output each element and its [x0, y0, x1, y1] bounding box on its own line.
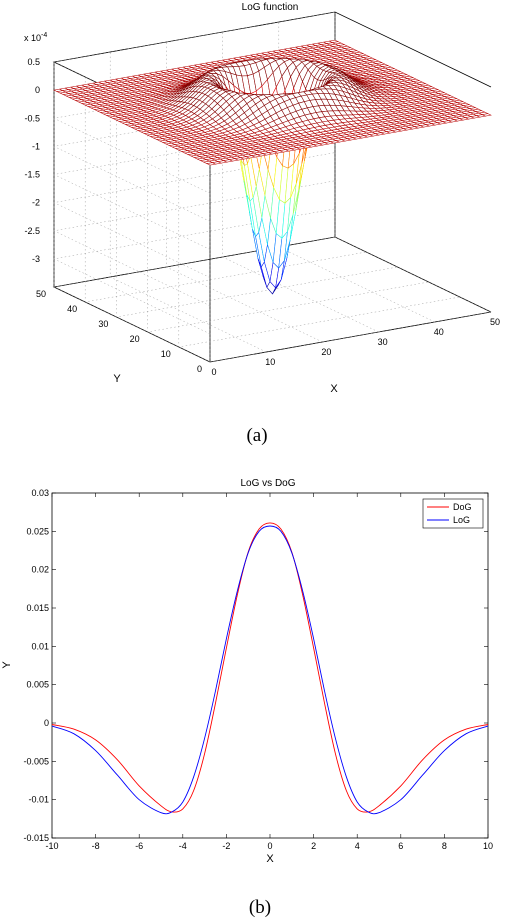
- x-axis-ticks: 0 10 20 30 40 50: [211, 317, 500, 377]
- z-gridline: [53, 208, 336, 335]
- surface-plot-panel: LoG function 0.5 0 -0.5 -1 -1.5 -2 -2.5 -3 0 10 2…: [24, 2, 500, 446]
- y-gridline: [53, 62, 336, 288]
- line-x-axis-ticks: -10 -8 -6 -4 -2 0 2 4 6 8 10: [45, 493, 493, 851]
- y-tick-label: 0.02: [31, 565, 49, 575]
- x-tick-label: -2: [222, 841, 230, 851]
- x-tick-label: 2: [311, 841, 316, 851]
- series-line-dog: [51, 522, 489, 813]
- y-gridline: [84, 77, 367, 303]
- x-tick-label: 0: [267, 841, 272, 851]
- y-gridline: [147, 107, 429, 333]
- line-x-axis-label: X: [266, 853, 274, 865]
- y-tick-label: 40: [67, 304, 77, 314]
- x-tick-label: 6: [398, 841, 403, 851]
- z-tick-label: 0: [35, 85, 40, 95]
- y-gridline: [116, 92, 398, 318]
- x-tick-label: -4: [179, 841, 187, 851]
- box-floor-back-edges: [52, 236, 492, 363]
- y-tick-label: 0: [197, 364, 202, 374]
- z-exponent-base: x 10: [24, 33, 41, 43]
- legend-label-dog: DoG: [453, 502, 472, 512]
- z-tick-label: 0.5: [27, 57, 40, 67]
- legend-box: [422, 498, 484, 529]
- line-plot-title: LoG vs DoG: [240, 478, 295, 489]
- surface-mesh: [53, 39, 492, 295]
- x-tick-label: 40: [434, 327, 444, 337]
- x-tick-label: -10: [45, 841, 58, 851]
- x-tick-label: 30: [378, 337, 388, 347]
- surface-x-axis-label: X: [330, 383, 338, 395]
- series-line-log: [51, 525, 489, 815]
- x-tick-label: 4: [355, 841, 360, 851]
- box-floor-front-edge: [209, 311, 492, 363]
- line-series-group: [51, 522, 489, 815]
- x-tick-label: 10: [483, 841, 493, 851]
- y-tick-label: -0.015: [23, 833, 49, 843]
- y-tick-label: 0.005: [26, 680, 49, 690]
- z-tick-label: -2: [32, 198, 40, 208]
- y-tick-label: -0.005: [23, 756, 49, 766]
- x-gridline: [166, 42, 323, 343]
- legend: DoG LoG: [422, 498, 484, 529]
- x-gridline: [109, 52, 267, 353]
- z-exponent-label: x 10-4: [24, 32, 47, 43]
- y-tick-label: 0.03: [31, 488, 49, 498]
- surface-mesh-cell: [481, 113, 492, 117]
- caption-b: (b): [249, 897, 271, 918]
- x-tick-label: 50: [490, 317, 500, 327]
- line-y-axis-label: Y: [1, 661, 13, 669]
- x-tick-label: 0: [211, 367, 216, 377]
- z-tick-label: -2.5: [24, 226, 40, 236]
- line-y-axis-ticks: 0.03 0.025 0.02 0.015 0.01 0.005 0 -0.005 -0.01 -…: [23, 488, 488, 843]
- y-gridline: [209, 137, 492, 363]
- surface-plot-title: LoG function: [242, 2, 299, 13]
- y-tick-label: 0: [44, 718, 49, 728]
- x-gridline: [334, 12, 492, 313]
- y-gridline: [178, 122, 460, 348]
- y-axis-ticks: 0 10 20 30 40 50: [36, 289, 202, 374]
- z-tick-label: -1: [32, 141, 40, 151]
- y-tick-label: 10: [161, 349, 171, 359]
- z-tick-label: -3: [32, 254, 40, 264]
- x-tick-label: -8: [92, 841, 100, 851]
- z-axis-ticks: 0.5 0 -0.5 -1 -1.5 -2 -2.5 -3: [24, 57, 40, 264]
- line-plot-panel: LoG vs DoG -10 -8 -6 -4 -2 0 2 4 6 8 10 0.030.0250…: [1, 478, 493, 918]
- y-tick-label: 30: [98, 319, 108, 329]
- x-tick-label: 10: [265, 357, 275, 367]
- x-tick-label: 8: [442, 841, 447, 851]
- surface-y-axis-label: Y: [113, 373, 121, 385]
- y-tick-label: 50: [36, 289, 46, 299]
- y-tick-label: -0.01: [28, 795, 49, 805]
- y-tick-label: 0.025: [26, 526, 49, 536]
- y-tick-label: 0.015: [26, 603, 49, 613]
- y-tick-label: 0.01: [31, 641, 49, 651]
- z-exponent-power: -4: [41, 32, 47, 39]
- line-plot-frame: [51, 492, 489, 839]
- x-tick-label: -6: [135, 841, 143, 851]
- x-tick-label: 20: [321, 347, 331, 357]
- y-tick-label: 20: [130, 334, 140, 344]
- z-tick-label: -0.5: [24, 113, 40, 123]
- z-tick-label: -1.5: [24, 170, 40, 180]
- legend-label-log: LoG: [453, 515, 470, 525]
- caption-a: (a): [246, 425, 267, 446]
